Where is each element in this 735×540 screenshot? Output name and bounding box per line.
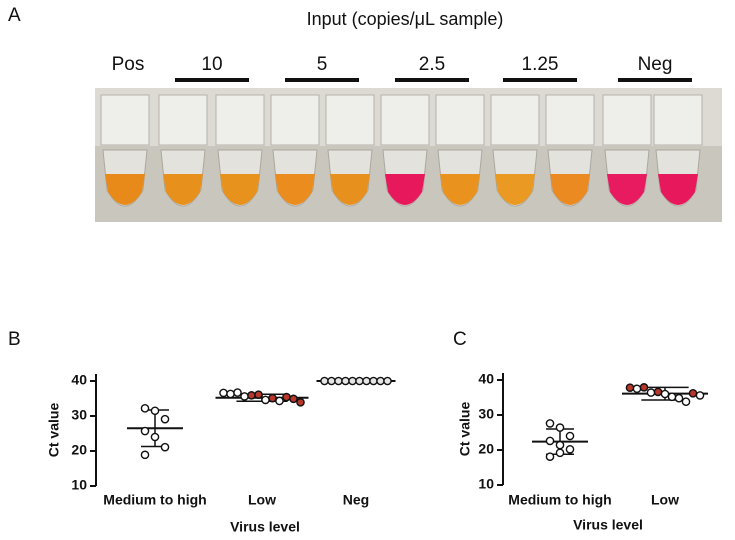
x-tick-label: Low: [651, 492, 679, 508]
data-point: [688, 388, 698, 398]
data-point: [160, 414, 170, 424]
data-point: [233, 388, 242, 397]
data-point: [653, 387, 663, 397]
data-point: [555, 440, 565, 450]
x-axis-label: Virus level: [573, 517, 643, 533]
tube-cap: [270, 94, 320, 146]
group-label: Pos: [112, 54, 145, 75]
data-point: [247, 391, 256, 400]
y-tick-label: 20: [478, 441, 494, 457]
group-label: 1.25: [522, 54, 559, 75]
data-point: [226, 389, 235, 399]
data-point: [674, 393, 684, 403]
data-point: [275, 396, 284, 406]
tube-liquid: [275, 174, 315, 205]
panel-title: Input (copies/μL sample): [307, 9, 504, 29]
tube-liquid: [658, 174, 698, 205]
data-point: [660, 389, 670, 399]
x-tick-label: Low: [248, 492, 276, 508]
x-tick-label: Neg: [343, 492, 369, 508]
tube-liquid: [105, 174, 145, 205]
group-label: 10: [201, 54, 222, 75]
panel-label: C: [453, 329, 467, 350]
y-axis-label: Ct value: [46, 403, 62, 458]
panel-label: B: [8, 329, 21, 350]
data-point: [639, 383, 649, 392]
data-point: [327, 376, 336, 386]
data-point: [376, 376, 385, 386]
data-point: [268, 393, 277, 403]
tube-cap: [380, 94, 430, 146]
data-point: [625, 383, 635, 393]
tube-cap: [545, 94, 595, 146]
data-point: [667, 392, 677, 402]
tube-liquid: [385, 174, 425, 205]
y-tick-label: 40: [478, 371, 494, 387]
tube-liquid: [550, 174, 590, 205]
group-label: Neg: [638, 54, 673, 75]
data-point: [369, 376, 378, 386]
tube-cap: [215, 94, 265, 146]
tube-cap: [602, 94, 652, 146]
data-point: [565, 431, 575, 441]
data-point: [254, 390, 263, 399]
data-point: [383, 376, 392, 386]
tube-liquid: [607, 174, 647, 205]
data-point: [545, 452, 555, 461]
tube-liquid: [330, 174, 370, 205]
y-tick-label: 10: [71, 477, 87, 493]
data-point: [240, 392, 249, 401]
y-tick-label: 30: [71, 407, 87, 423]
data-point: [140, 426, 150, 436]
data-point: [341, 376, 350, 386]
data-point: [296, 398, 305, 407]
group-label: 2.5: [419, 54, 445, 75]
data-point: [219, 388, 228, 398]
tube-liquid: [220, 174, 260, 205]
data-point: [565, 444, 575, 454]
tube-cap: [158, 94, 208, 146]
data-point: [545, 436, 555, 446]
data-point: [140, 403, 150, 413]
tube-liquid: [163, 174, 203, 205]
data-point: [555, 448, 565, 458]
data-point: [646, 388, 656, 397]
y-tick-label: 20: [71, 442, 87, 458]
group-label: 5: [317, 54, 328, 75]
data-point: [695, 391, 705, 400]
y-axis-label: Ct value: [457, 402, 473, 457]
y-tick-label: 10: [478, 476, 494, 492]
data-point: [160, 442, 170, 452]
data-point: [555, 423, 565, 432]
data-point: [681, 397, 691, 407]
data-point: [355, 376, 364, 386]
data-point: [150, 406, 160, 416]
x-axis-label: Virus level: [230, 519, 300, 535]
panel-label: A: [8, 5, 21, 26]
tube-cap: [435, 94, 485, 146]
y-tick-label: 40: [71, 372, 87, 388]
tube-cap: [100, 94, 150, 146]
tube-cap: [325, 94, 375, 146]
y-tick-label: 30: [478, 406, 494, 422]
data-point: [334, 376, 343, 386]
data-point: [348, 376, 357, 386]
data-point: [320, 376, 329, 386]
data-point: [150, 432, 160, 442]
tube-liquid: [440, 174, 480, 205]
x-tick-label: Medium to high: [103, 492, 206, 508]
data-point: [289, 394, 298, 404]
data-point: [282, 392, 291, 402]
data-point: [140, 450, 150, 460]
x-tick-label: Medium to high: [508, 492, 611, 508]
data-point: [632, 384, 642, 394]
data-point: [261, 395, 270, 405]
tube-cap: [653, 94, 703, 146]
tube-liquid: [495, 174, 535, 205]
data-point: [362, 376, 371, 386]
tube-cap: [490, 94, 540, 146]
data-point: [545, 419, 555, 428]
